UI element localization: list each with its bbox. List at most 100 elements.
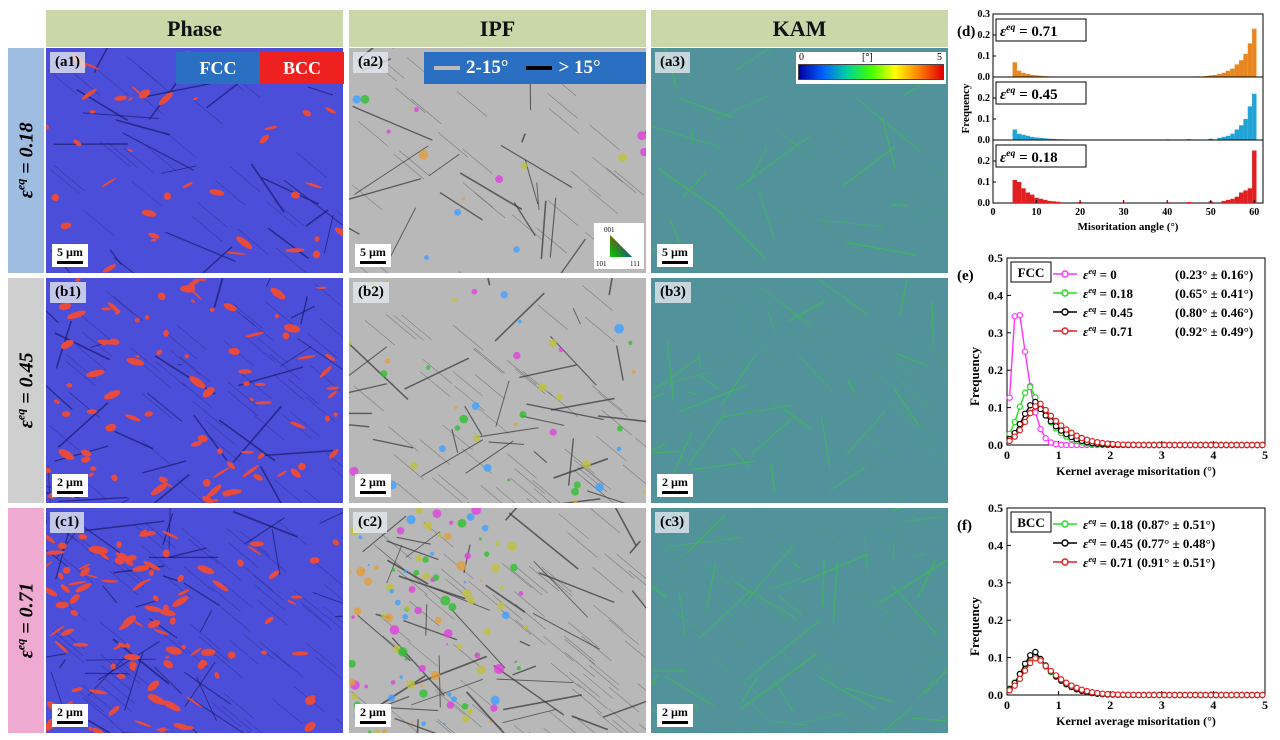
data-point <box>1130 691 1137 699</box>
x-tick-label: 3 <box>1159 698 1165 712</box>
series-box <box>995 144 1087 168</box>
data-point <box>1073 432 1080 439</box>
header-kam: KAM <box>651 10 948 47</box>
y-axis-label: Frequency <box>960 83 972 133</box>
data-point <box>1088 689 1096 696</box>
bar <box>1021 134 1026 140</box>
data-point <box>1037 657 1044 664</box>
series-line <box>1009 652 1263 696</box>
data-point <box>1223 691 1230 699</box>
row-label-2: εeq = 0.45 <box>8 278 44 503</box>
y-tick-label: 0.1 <box>988 401 1003 415</box>
data-point <box>1057 676 1065 683</box>
kam-map-row3: (c3) 2 µm <box>651 508 948 733</box>
bar <box>1047 200 1052 203</box>
data-point <box>1197 441 1204 449</box>
bar <box>1025 135 1031 140</box>
data-point <box>1042 662 1049 670</box>
y-tick-label: 0.5 <box>988 501 1003 515</box>
series-name: εeq = 0.18 <box>1083 516 1133 532</box>
panel-label: (a3) <box>655 52 690 73</box>
y-tick-label: 0.5 <box>988 251 1003 265</box>
y-tick-label: 0.1 <box>978 114 991 125</box>
x-tick-label: 0 <box>1004 448 1010 462</box>
data-point <box>1186 441 1194 449</box>
bar <box>1252 28 1257 77</box>
data-point <box>1083 436 1091 443</box>
data-point <box>1027 383 1034 391</box>
strain-symbol: ε <box>15 190 38 199</box>
svg-text:111: 111 <box>630 260 640 268</box>
data-point <box>1135 441 1142 449</box>
x-tick-label: 3 <box>1159 448 1165 462</box>
data-point <box>1032 648 1039 656</box>
legend-marker <box>1061 558 1069 566</box>
x-tick-label: 0 <box>1004 698 1010 712</box>
x-tick-label: 10 <box>1032 207 1042 218</box>
data-point <box>1042 412 1049 419</box>
data-point <box>1006 394 1013 401</box>
bar <box>1225 199 1231 203</box>
svg-text:001: 001 <box>604 226 615 234</box>
data-point <box>1027 659 1034 667</box>
data-point <box>1104 690 1111 698</box>
x-axis-label: Kernel average misoritation (°) <box>1056 714 1216 728</box>
data-point <box>1052 423 1060 430</box>
scale-bar: 5 µm <box>355 244 391 267</box>
phase-map-row3: (c1) 2 µm <box>46 508 343 733</box>
data-point <box>1181 691 1189 699</box>
bar <box>1243 53 1248 77</box>
chart-e: 0.0 0.1 0.2 0.3 0.4 0.5 0 1 2 3 4 5 Kernel average m… <box>957 251 1268 478</box>
data-point <box>1243 691 1251 699</box>
series-box <box>995 81 1087 105</box>
data-point <box>1228 441 1235 449</box>
panel-label: (b2) <box>353 282 389 303</box>
panel-label: (c1) <box>50 512 85 533</box>
x-tick-label: 60 <box>1249 207 1259 218</box>
bar <box>1029 194 1035 203</box>
data-point <box>1052 417 1060 425</box>
data-point <box>1145 441 1153 449</box>
bar <box>1208 75 1213 77</box>
bar <box>1243 119 1248 140</box>
ipf-key: 001 101 111 <box>594 223 644 269</box>
data-point <box>1068 682 1075 689</box>
series-name: εeq = 0.18 <box>1000 148 1058 166</box>
chart-d: 0.0 0.1 0.2 0.3 εeq = 0.71 0.0 0.1 0.2 εeq = 0.4… <box>957 9 1264 233</box>
data-point <box>1248 441 1256 449</box>
data-point <box>1027 409 1034 417</box>
bar <box>1221 136 1227 140</box>
data-point <box>1011 433 1018 440</box>
data-point <box>1057 441 1065 448</box>
data-point <box>1171 691 1178 699</box>
y-tick-label: 0.0 <box>988 688 1003 702</box>
data-point <box>1006 687 1013 694</box>
data-point <box>1228 691 1235 699</box>
panel-label: (b3) <box>655 282 691 303</box>
data-point <box>1078 434 1086 442</box>
series-name: εeq = 0.71 <box>1083 554 1133 570</box>
data-point <box>1233 691 1240 699</box>
bar <box>1212 74 1218 77</box>
x-tick-label: 4 <box>1210 698 1216 712</box>
data-point <box>1016 675 1024 683</box>
data-point <box>1186 691 1194 699</box>
series-name: εeq = 0.45 <box>1083 535 1133 551</box>
gb-legend: 2-15° > 15° <box>424 52 646 84</box>
data-point <box>1125 691 1132 699</box>
y-tick-label: 0.3 <box>988 326 1003 340</box>
scale-bar: 2 µm <box>52 474 88 497</box>
kam-colorbar <box>798 64 944 80</box>
header-phase: Phase <box>46 10 343 47</box>
bar <box>1204 75 1209 77</box>
data-point <box>1016 311 1024 319</box>
data-point <box>1135 691 1142 699</box>
data-point <box>1192 441 1199 449</box>
bar <box>1247 188 1253 203</box>
bar <box>1021 72 1026 77</box>
data-point <box>1027 652 1034 659</box>
data-point <box>1171 441 1178 449</box>
series-stats: (0.80° ± 0.46°) <box>1175 305 1253 320</box>
scale-bar: 2 µm <box>52 704 88 727</box>
x-tick-label: 0 <box>991 207 996 218</box>
